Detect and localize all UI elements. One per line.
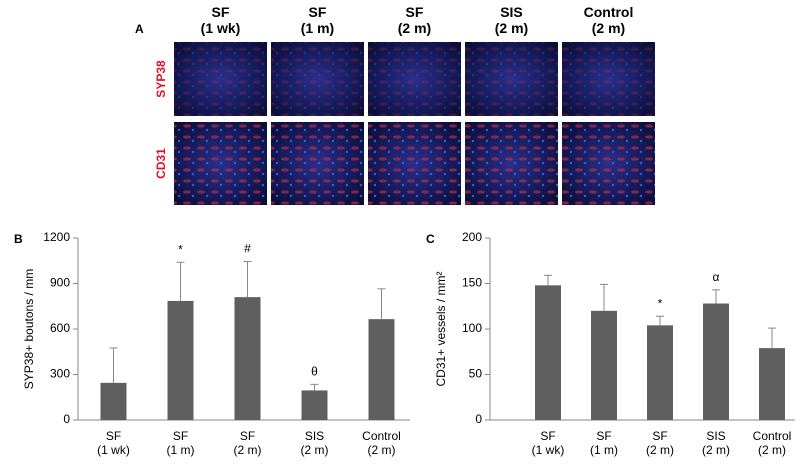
micrograph-stain <box>465 42 558 116</box>
x-tick-label: SF (2 m) <box>233 429 262 457</box>
y-tick-label: 0 <box>475 412 482 426</box>
bar <box>167 300 194 420</box>
y-tick-label: 1200 <box>43 230 70 244</box>
y-axis-label: SYP38+ boutons / mm <box>22 269 36 389</box>
x-tick-label: Control (2 m) <box>362 429 401 457</box>
micrograph-stain <box>174 122 267 205</box>
y-tick-label: 300 <box>50 367 70 381</box>
annotation: * <box>178 242 183 256</box>
y-tick-label: 100 <box>462 321 482 335</box>
y-tick-label: 600 <box>50 321 70 335</box>
micrograph-stain <box>562 122 655 205</box>
x-tick-label: SF (1 m) <box>166 429 195 457</box>
x-tick-label: Control (2 m) <box>752 429 792 457</box>
y-tick-label: 900 <box>50 276 70 290</box>
row-label: SYP38 <box>154 60 168 98</box>
panel-letter: B <box>14 232 23 246</box>
micrograph-stain <box>368 122 461 205</box>
annotation: α <box>713 270 720 284</box>
column-header: SF (1 wk) <box>200 4 241 36</box>
panel-letter: C <box>426 232 435 246</box>
column-header: Control (2 m) <box>583 4 634 36</box>
x-tick-label: SIS (2 m) <box>702 429 730 457</box>
row-label: CD31 <box>154 148 168 179</box>
bar <box>368 319 395 420</box>
x-tick-label: SIS (2 m) <box>300 429 329 457</box>
y-tick-label: 50 <box>469 367 483 381</box>
annotation: # <box>244 242 251 256</box>
column-header: SF (2 m) <box>397 4 432 36</box>
microscopy-grid <box>174 42 655 205</box>
micrograph-stain <box>174 42 267 116</box>
bar <box>703 303 729 420</box>
micrograph-stain <box>271 42 364 116</box>
micrograph-stain <box>271 122 364 205</box>
panel-letter: A <box>135 22 144 36</box>
y-tick-label: 150 <box>462 276 482 290</box>
annotation: θ <box>311 365 318 379</box>
y-tick-label: 0 <box>63 412 70 426</box>
micrograph-stain <box>368 42 461 116</box>
bar <box>759 348 785 420</box>
y-axis-label: CD31+ vessels / mm² <box>434 271 448 386</box>
x-tick-label: SF (2 m) <box>646 429 674 457</box>
bar <box>234 297 261 420</box>
x-tick-label: SF (1 wk) <box>97 429 130 457</box>
y-tick-label: 200 <box>462 230 482 244</box>
bar <box>100 382 127 420</box>
x-tick-label: SF (1 m) <box>590 429 618 457</box>
bar <box>591 310 617 420</box>
bar <box>301 390 328 420</box>
x-tick-label: SF (1 wk) <box>531 429 565 457</box>
annotation: * <box>658 296 663 310</box>
micrograph-stain <box>562 42 655 116</box>
column-header: SIS (2 m) <box>494 4 529 36</box>
bar <box>647 325 673 420</box>
micrograph-stain <box>465 122 558 205</box>
bar <box>535 285 561 420</box>
column-header: SF (1 m) <box>300 4 335 36</box>
